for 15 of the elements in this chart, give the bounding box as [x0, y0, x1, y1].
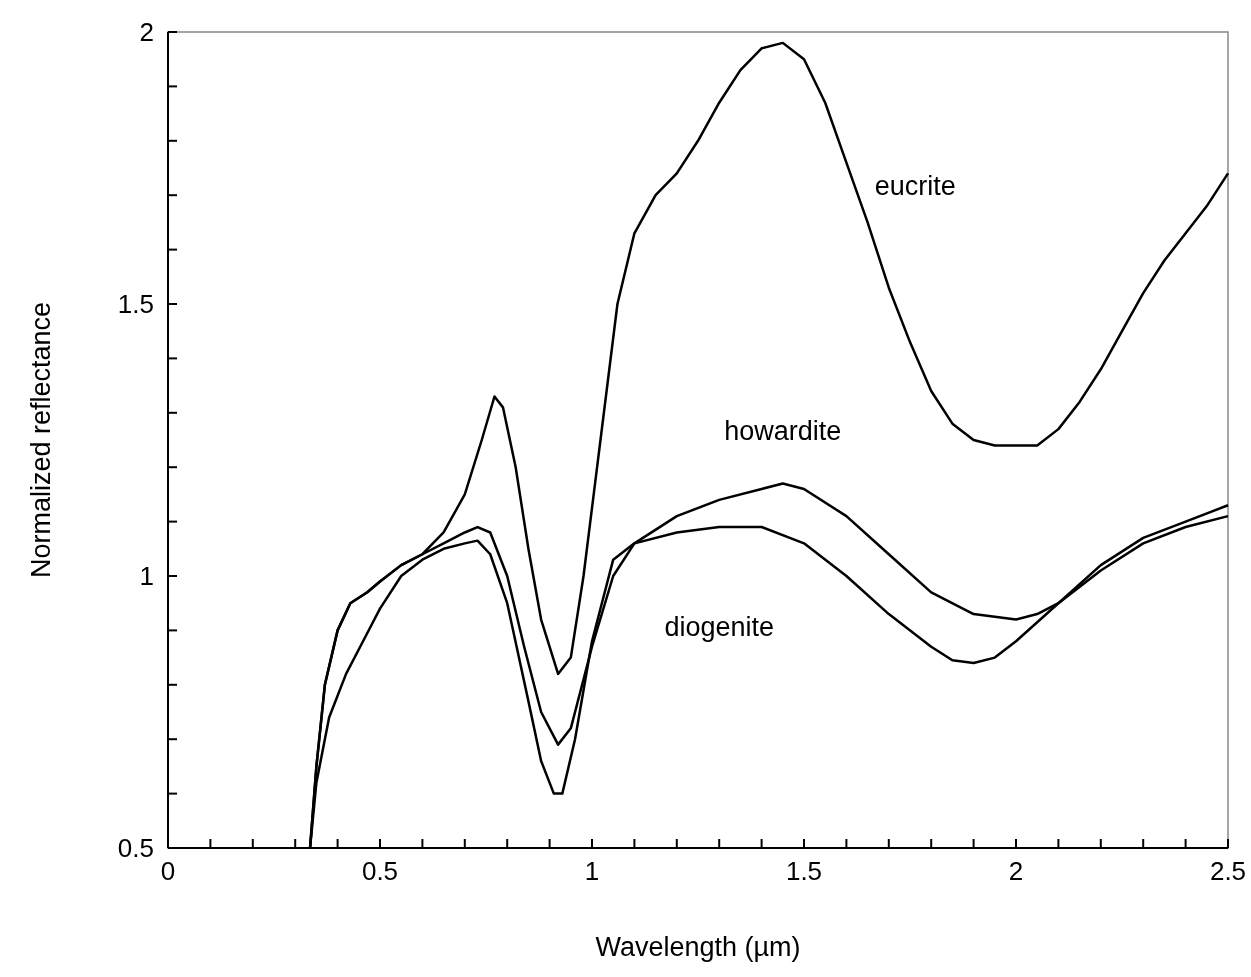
x-axis-title: Wavelength (µm) [595, 932, 801, 962]
x-tick-label: 0.5 [361, 856, 399, 886]
x-tick-label: 2 [1008, 856, 1024, 886]
y-axis-title: Normalized reflectance [26, 301, 56, 579]
y-tick-label: 0.5 [117, 833, 154, 863]
x-tick-label: 1 [584, 856, 600, 886]
y-tick-label: 1 [139, 561, 154, 591]
text: diogenite [664, 611, 774, 642]
series-label: eucrite [874, 171, 956, 202]
x-tick-label: 2.5 [1209, 856, 1247, 886]
x-tick-label: 0 [160, 856, 176, 886]
y-tick-label: 2 [139, 17, 154, 47]
series-label: howardite [724, 416, 842, 446]
x-tick-label: 1.5 [785, 856, 823, 886]
y-tick-label: 1.5 [117, 289, 154, 319]
